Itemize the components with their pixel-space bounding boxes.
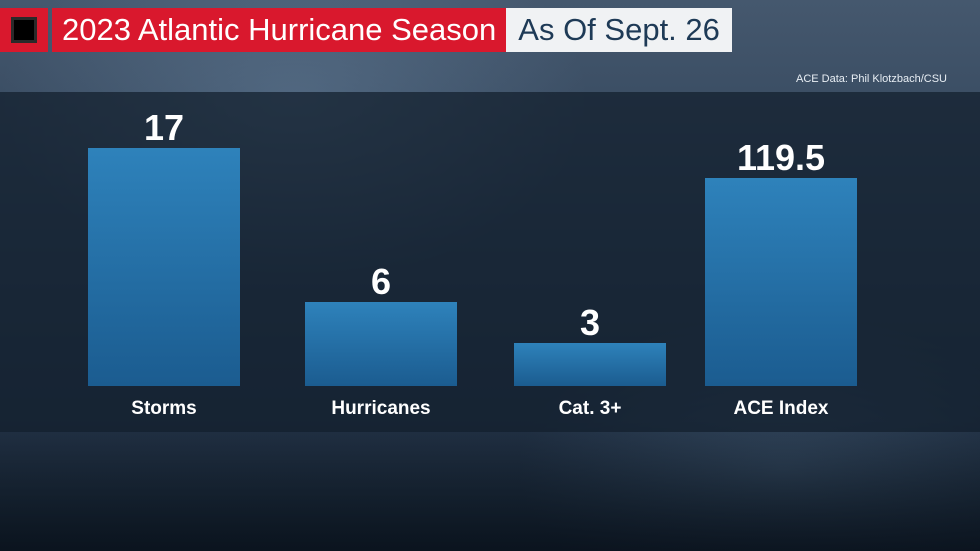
- bar-hurricanes: [305, 302, 457, 386]
- logo-square-icon: [11, 17, 37, 43]
- chart-subtitle: As Of Sept. 26: [506, 8, 732, 52]
- chart-title: 2023 Atlantic Hurricane Season: [52, 8, 507, 52]
- value-label: 3: [580, 302, 600, 343]
- category-label: ACE Index: [733, 398, 828, 419]
- palm-tree-silhouette: [0, 421, 980, 551]
- title-bar: 2023 Atlantic Hurricane Season As Of Sep…: [0, 8, 732, 52]
- category-label: Cat. 3+: [559, 398, 622, 419]
- logo-box: [0, 8, 48, 52]
- source-credit: ACE Data: Phil Klotzbach/CSU: [795, 73, 947, 85]
- value-label: 119.5: [737, 137, 825, 178]
- category-label: Hurricanes: [331, 398, 430, 419]
- bar-ace-index: [705, 178, 857, 386]
- value-label: 6: [371, 261, 391, 302]
- bars-group: 17 Storms 6 Hurricanes 3 Cat. 3+ 119.5 ACE Inde…: [88, 107, 857, 419]
- category-label: Storms: [131, 398, 196, 419]
- bar-cat-3: [514, 343, 666, 386]
- value-label: 17: [144, 107, 184, 148]
- bar-storms: [88, 148, 240, 386]
